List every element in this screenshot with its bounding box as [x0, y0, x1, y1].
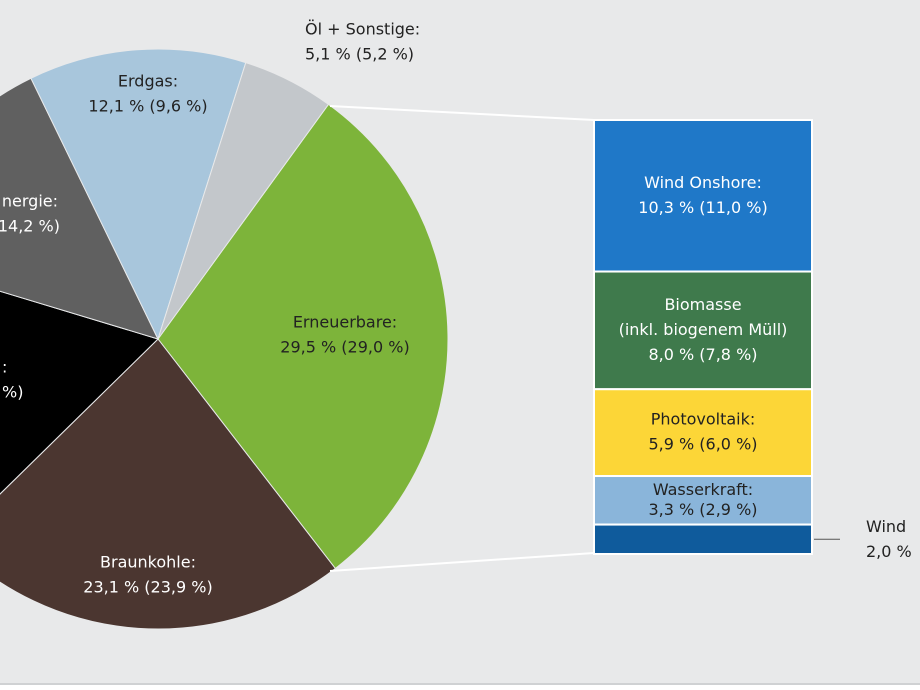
bar-segment	[593, 523, 813, 556]
bar-segment	[593, 388, 813, 478]
segment-label: Wind Onshore:	[644, 173, 762, 192]
slice-label: 12,1 % (9,6 %)	[88, 97, 207, 116]
slice-label: Erneuerbare:	[293, 313, 397, 332]
bar-segment	[593, 475, 813, 526]
slice-label: 5,1 % (5,2 %)	[305, 45, 414, 64]
pie-slice	[0, 338, 337, 630]
pie-slice	[157, 103, 449, 570]
connector	[329, 552, 595, 572]
pie-slice	[157, 61, 330, 340]
connector	[329, 105, 595, 121]
slice-label: 14,2 %)	[0, 217, 60, 236]
segment-label: 5,9 % (6,0 %)	[648, 435, 757, 454]
segment-label: (inkl. biogenem Müll)	[619, 320, 788, 339]
bar-segment	[593, 270, 813, 391]
slice-label: Braunkohle:	[100, 553, 196, 572]
segment-label: 2,0 %	[866, 542, 912, 561]
slice-label: Öl + Sonstige:	[305, 20, 420, 39]
segment-label: Biomasse	[664, 295, 741, 314]
pie-slice	[30, 48, 247, 341]
segment-label: 8,0 % (7,8 %)	[648, 345, 757, 364]
slice-label: 23,1 % (23,9 %)	[83, 578, 212, 597]
slice-label: 29,5 % (29,0 %)	[280, 338, 409, 357]
segment-label: Photovoltaik:	[651, 410, 756, 429]
segment-label: 3,3 % (2,9 %)	[648, 500, 757, 519]
slice-label: %)	[2, 383, 23, 402]
segment-label: Wasserkraft:	[653, 480, 753, 499]
slice-label: Erdgas:	[118, 72, 178, 91]
pie-slice	[0, 77, 159, 340]
pie-slice	[0, 290, 159, 495]
slice-label: nergie:	[2, 192, 58, 211]
slice-label: :	[2, 358, 7, 377]
segment-label: 10,3 % (11,0 %)	[638, 198, 767, 217]
segment-label: Wind	[866, 517, 906, 536]
bar-segment	[593, 119, 813, 273]
